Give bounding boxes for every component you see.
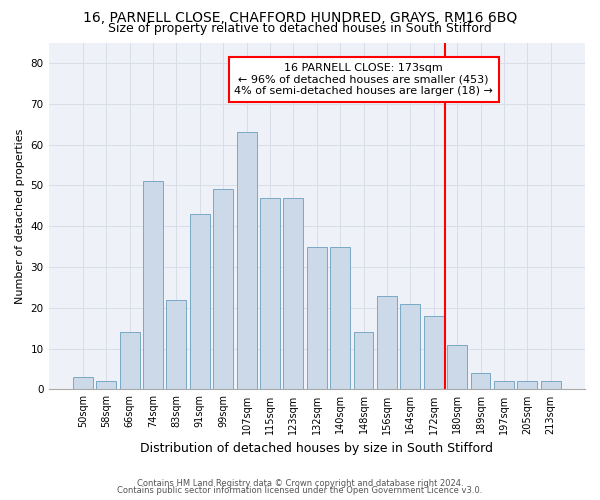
Bar <box>236 132 257 390</box>
Text: 16, PARNELL CLOSE, CHAFFORD HUNDRED, GRAYS, RM16 6BQ: 16, PARNELL CLOSE, CHAFFORD HUNDRED, GRA… <box>83 11 517 25</box>
Bar <box>166 300 187 390</box>
Text: 16 PARNELL CLOSE: 173sqm
← 96% of detached houses are smaller (453)
4% of semi-d: 16 PARNELL CLOSE: 173sqm ← 96% of detach… <box>234 63 493 96</box>
Bar <box>377 296 397 390</box>
Bar <box>494 382 514 390</box>
Bar <box>424 316 443 390</box>
Bar <box>213 190 233 390</box>
Bar <box>353 332 373 390</box>
Bar <box>190 214 210 390</box>
Text: Contains HM Land Registry data © Crown copyright and database right 2024.: Contains HM Land Registry data © Crown c… <box>137 478 463 488</box>
Bar <box>470 373 490 390</box>
Bar <box>307 246 327 390</box>
Bar <box>97 382 116 390</box>
Bar <box>120 332 140 390</box>
Bar <box>541 382 560 390</box>
Bar <box>143 182 163 390</box>
Y-axis label: Number of detached properties: Number of detached properties <box>15 128 25 304</box>
Bar <box>260 198 280 390</box>
Bar <box>283 198 304 390</box>
Text: Contains public sector information licensed under the Open Government Licence v3: Contains public sector information licen… <box>118 486 482 495</box>
Bar <box>447 344 467 390</box>
Bar <box>73 377 93 390</box>
Bar <box>330 246 350 390</box>
Text: Size of property relative to detached houses in South Stifford: Size of property relative to detached ho… <box>108 22 492 35</box>
Bar <box>400 304 420 390</box>
X-axis label: Distribution of detached houses by size in South Stifford: Distribution of detached houses by size … <box>140 442 493 455</box>
Bar <box>517 382 537 390</box>
